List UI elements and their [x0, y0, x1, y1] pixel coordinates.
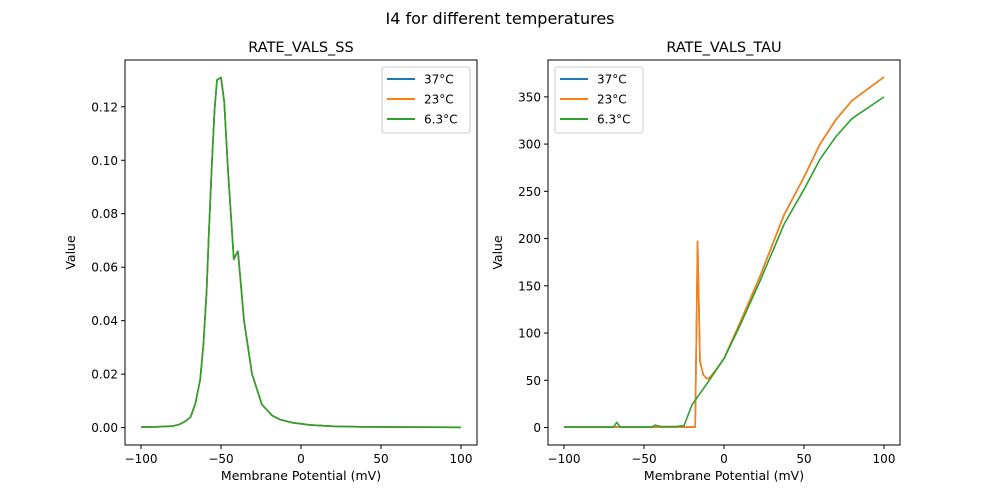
y-tick-label: 250	[518, 185, 541, 199]
y-tick-label: 0.12	[91, 100, 118, 114]
y-tick-label: 0.08	[91, 207, 118, 221]
x-tick-label: 0	[297, 452, 305, 466]
subplot-title: RATE_VALS_TAU	[666, 40, 781, 56]
y-tick-label: 300	[518, 138, 541, 152]
y-tick-label: 350	[518, 90, 541, 104]
legend-entry: 37°C	[597, 73, 627, 87]
figure-suptitle: I4 for different temperatures	[385, 9, 614, 28]
y-tick-label: 0.00	[91, 421, 118, 435]
series-line-6-3Cc	[140, 76, 462, 429]
x-tick-label: 50	[373, 452, 388, 466]
legend-entry: 23°C	[424, 93, 454, 107]
legend-entry: 6.3°C	[424, 113, 457, 127]
subplot-rate-vals-ss: RATE_VALS_SS −100 −50 0 50 100 0.00 0.02 0.04 0.0…	[63, 40, 478, 483]
legend-entry: 23°C	[597, 93, 627, 107]
x-tick-label: 100	[450, 452, 473, 466]
y-tick-label: 0.02	[91, 368, 118, 382]
legend-entry: 6.3°C	[597, 113, 630, 127]
x-axis-label: Membrane Potential (mV)	[644, 468, 804, 483]
y-tick-label: 200	[518, 232, 541, 246]
y-axis-label: Value	[490, 235, 505, 270]
y-tick-label: 0	[533, 421, 541, 435]
x-tick-label: −100	[125, 452, 158, 466]
x-tick-label: 50	[796, 452, 811, 466]
y-axis-label: Value	[63, 235, 78, 270]
x-tick-label: −100	[548, 452, 581, 466]
subplot-title: RATE_VALS_SS	[248, 40, 353, 56]
x-tick-label: −50	[208, 452, 233, 466]
series-line-6-3Cc	[564, 96, 885, 428]
x-tick-label: 0	[720, 452, 728, 466]
y-tick-label: 50	[526, 374, 541, 388]
x-tick-label: −50	[631, 452, 656, 466]
y-tick-label: 0.10	[91, 154, 118, 168]
y-tick-label: 0.06	[91, 261, 118, 275]
legend: 37°C 23°C 6.3°C	[554, 66, 644, 134]
y-tick-label: 0.04	[91, 314, 118, 328]
x-tick-label: 100	[873, 452, 896, 466]
legend-box	[381, 66, 471, 134]
legend-box	[554, 66, 644, 134]
x-axis-label: Membrane Potential (mV)	[221, 468, 381, 483]
subplot-rate-vals-tau: RATE_VALS_TAU −100 −50 0 50 100 0 50 100 150 200 25…	[490, 40, 901, 483]
y-tick-label: 100	[518, 327, 541, 341]
legend-entry: 37°C	[424, 73, 454, 87]
y-tick-label: 150	[518, 279, 541, 293]
legend: 37°C 23°C 6.3°C	[381, 66, 471, 134]
